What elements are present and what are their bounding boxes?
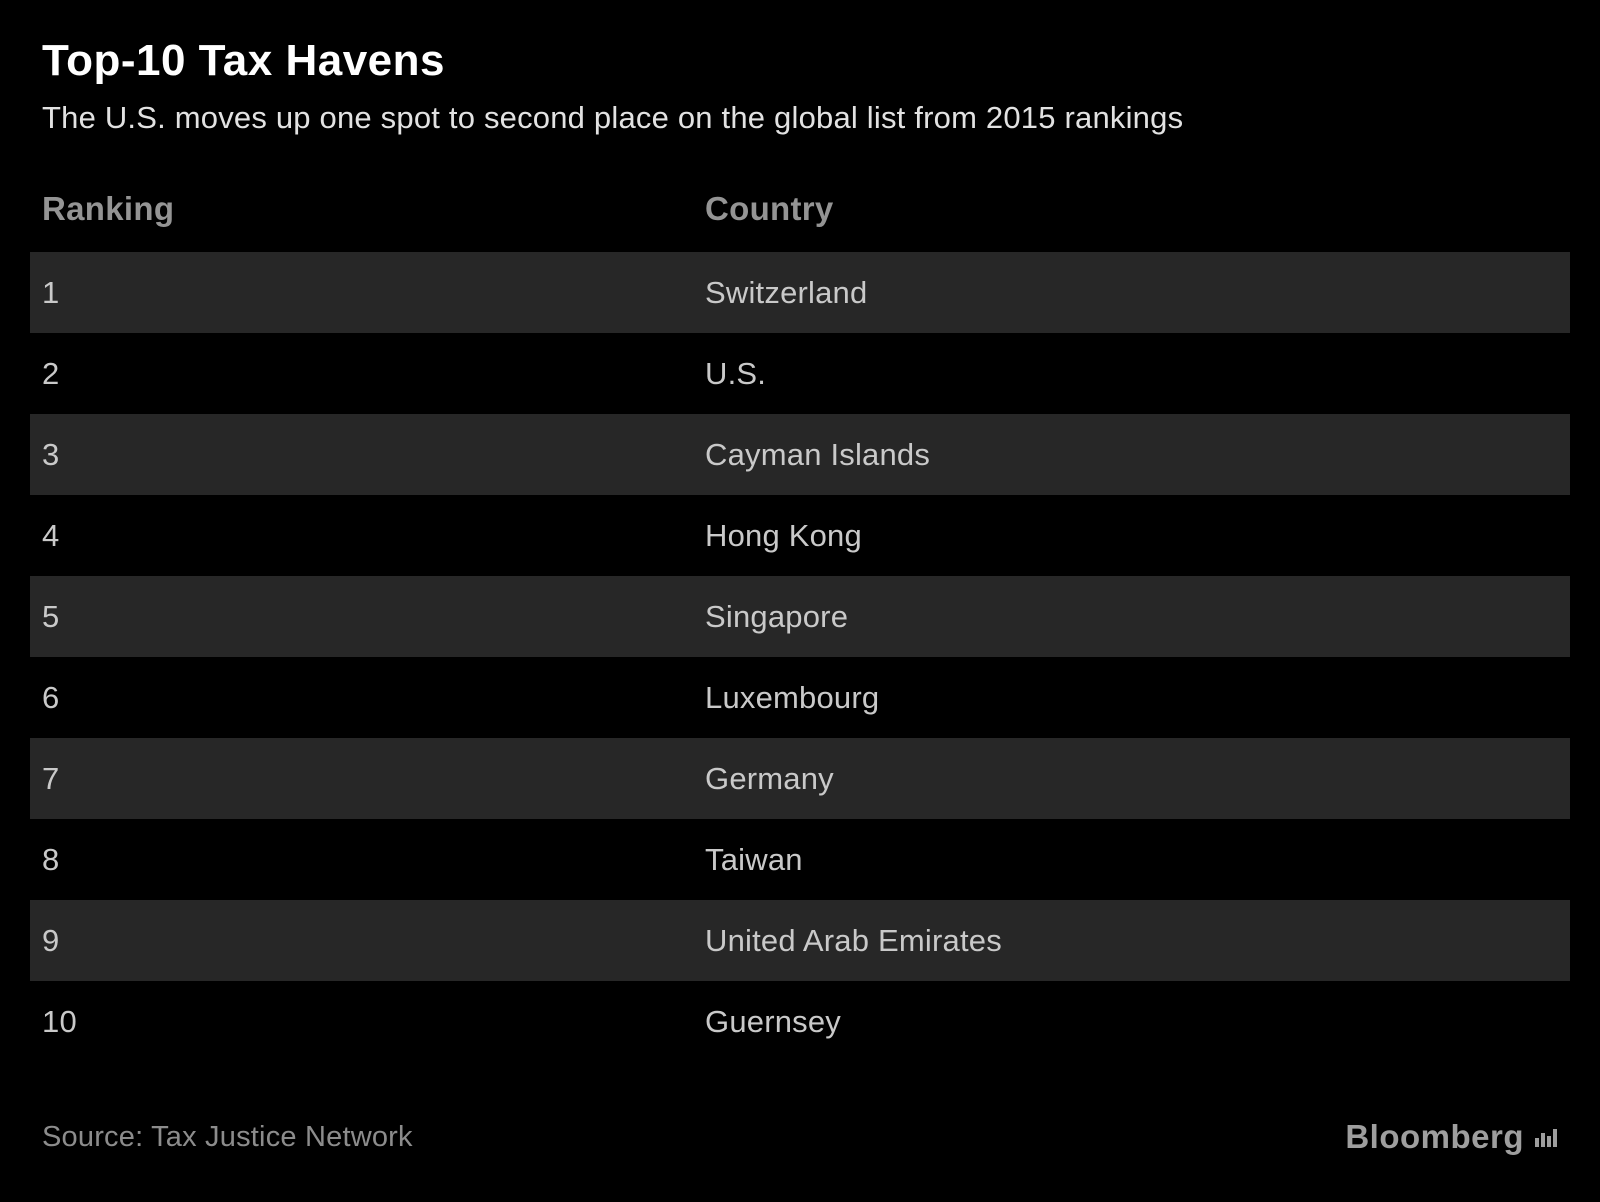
rankings-table: Ranking Country 1 Switzerland 2 U.S. 3 C…	[30, 180, 1570, 1062]
country-cell: United Arab Emirates	[705, 922, 1002, 958]
bloomberg-wordmark: Bloomberg	[1345, 1118, 1524, 1155]
table-row: 1 Switzerland	[30, 252, 1570, 333]
country-cell: Taiwan	[705, 841, 803, 877]
ranking-cell: 3	[42, 436, 60, 472]
table-row: 9 United Arab Emirates	[30, 900, 1570, 981]
bloomberg-logo: Bloomberg	[1345, 1118, 1558, 1156]
ranking-cell: 8	[42, 841, 60, 877]
column-header-ranking: Ranking	[42, 190, 175, 227]
ranking-cell: 1	[42, 274, 60, 310]
table-row: 5 Singapore	[30, 576, 1570, 657]
ranking-cell: 6	[42, 679, 60, 715]
ranking-cell: 2	[42, 355, 60, 391]
page-subtitle: The U.S. moves up one spot to second pla…	[42, 100, 1184, 135]
ranking-cell: 7	[42, 760, 60, 796]
bloomberg-chart-icon	[1534, 1125, 1558, 1149]
source-attribution: Source: Tax Justice Network	[42, 1120, 413, 1153]
table-row: 10 Guernsey	[30, 981, 1570, 1062]
table-row: 8 Taiwan	[30, 819, 1570, 900]
column-header-country: Country	[705, 190, 834, 227]
ranking-cell: 9	[42, 922, 60, 958]
table-row: 7 Germany	[30, 738, 1570, 819]
table-header-row: Ranking Country	[30, 180, 1570, 238]
ranking-cell: 5	[42, 598, 60, 634]
table-row: 4 Hong Kong	[30, 495, 1570, 576]
table-row: 6 Luxembourg	[30, 657, 1570, 738]
country-cell: U.S.	[705, 355, 767, 391]
country-cell: Switzerland	[705, 274, 868, 310]
table-row: 2 U.S.	[30, 333, 1570, 414]
chart-footer: Source: Tax Justice Network Bloomberg	[30, 1118, 1570, 1156]
ranking-cell: 4	[42, 517, 60, 553]
country-cell: Singapore	[705, 598, 849, 634]
country-cell: Germany	[705, 760, 834, 796]
country-cell: Hong Kong	[705, 517, 862, 553]
country-cell: Guernsey	[705, 1003, 841, 1039]
country-cell: Cayman Islands	[705, 436, 931, 472]
table-row: 3 Cayman Islands	[30, 414, 1570, 495]
ranking-cell: 10	[42, 1003, 77, 1039]
page-title: Top-10 Tax Havens	[42, 36, 445, 85]
country-cell: Luxembourg	[705, 679, 880, 715]
